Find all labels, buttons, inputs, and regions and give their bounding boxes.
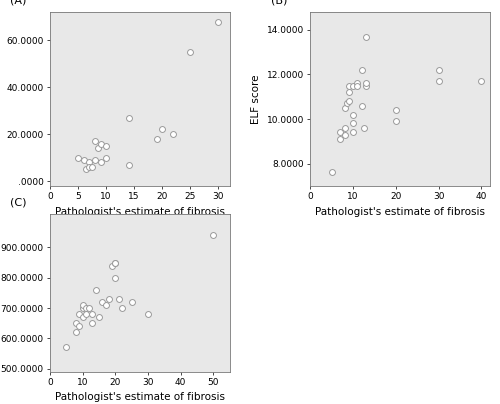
Point [354, 80, 362, 86]
Point [92, 287, 100, 293]
X-axis label: Pathologist's estimate of fibrosis: Pathologist's estimate of fibrosis [55, 392, 225, 402]
Point [343, 100, 351, 107]
Point [158, 126, 166, 133]
Point [362, 80, 370, 86]
Point [96, 159, 104, 166]
Point [96, 140, 104, 147]
Point [72, 329, 80, 335]
Point [82, 166, 90, 173]
Point [114, 296, 122, 302]
Point [345, 82, 353, 89]
Point [434, 67, 442, 73]
Point [128, 299, 136, 305]
Point [124, 114, 132, 121]
X-axis label: Pathologist's estimate of fibrosis: Pathologist's estimate of fibrosis [315, 206, 485, 217]
Point [85, 305, 93, 311]
Point [91, 157, 99, 163]
Text: (A): (A) [10, 0, 27, 5]
Point [336, 129, 344, 136]
Point [349, 120, 357, 127]
Point [336, 136, 344, 142]
Point [340, 125, 348, 131]
Point [76, 311, 84, 318]
X-axis label: Pathologist's estimate of fibrosis: Pathologist's estimate of fibrosis [55, 206, 225, 217]
Point [340, 105, 348, 111]
Point [88, 164, 96, 170]
Point [118, 305, 126, 311]
Point [214, 18, 222, 25]
Point [112, 259, 120, 266]
Point [170, 131, 177, 137]
Point [72, 320, 80, 326]
Point [112, 275, 120, 281]
Point [82, 305, 90, 311]
Point [94, 145, 102, 152]
Point [360, 125, 368, 131]
Point [62, 344, 70, 351]
Point [186, 49, 194, 55]
Point [152, 136, 160, 142]
Point [478, 78, 486, 84]
Point [105, 296, 113, 302]
Text: (C): (C) [10, 198, 27, 208]
Point [98, 299, 106, 305]
Point [76, 323, 84, 330]
Text: (B): (B) [271, 0, 287, 5]
Point [358, 103, 366, 109]
Point [210, 232, 218, 238]
Point [349, 129, 357, 136]
Point [78, 305, 86, 311]
Point [345, 89, 353, 95]
Point [80, 157, 88, 163]
Point [392, 107, 400, 114]
Point [328, 169, 336, 176]
Point [74, 154, 82, 161]
Point [102, 302, 110, 308]
Point [144, 311, 152, 318]
Point [86, 164, 94, 170]
Point [86, 159, 94, 166]
Point [124, 162, 132, 168]
Point [78, 302, 86, 308]
Point [362, 82, 370, 89]
Point [88, 311, 96, 318]
Point [88, 320, 96, 326]
Y-axis label: LSM: LSM [0, 88, 1, 109]
Point [340, 131, 348, 138]
Point [95, 314, 103, 320]
Point [78, 314, 86, 320]
Point [362, 34, 370, 40]
Y-axis label: ELF score: ELF score [251, 74, 261, 124]
Point [108, 263, 116, 269]
Point [91, 138, 99, 145]
Point [434, 78, 442, 84]
Point [354, 82, 362, 89]
Point [345, 98, 353, 105]
Point [102, 154, 110, 161]
Point [102, 143, 110, 149]
Point [349, 82, 357, 89]
Point [392, 118, 400, 124]
Point [358, 67, 366, 73]
Point [112, 259, 120, 266]
Point [349, 112, 357, 118]
Point [82, 311, 90, 318]
